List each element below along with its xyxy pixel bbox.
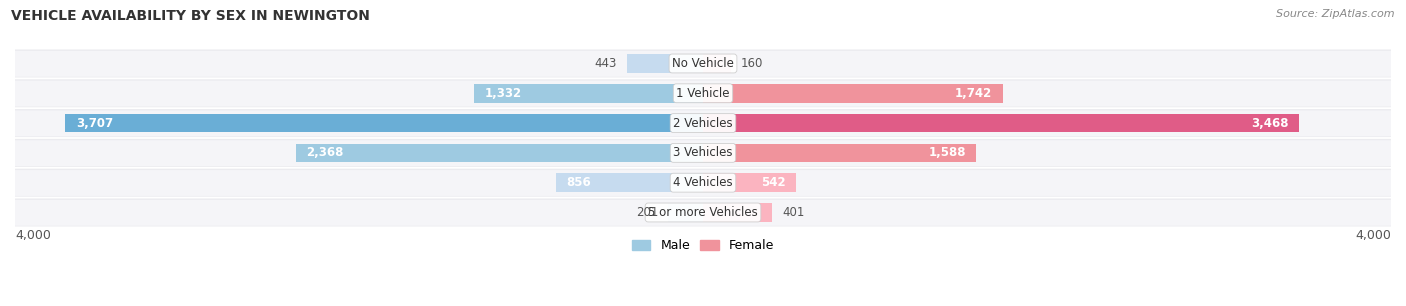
Bar	[703, 84, 1002, 103]
Text: 5 or more Vehicles: 5 or more Vehicles	[648, 206, 758, 219]
Text: VEHICLE AVAILABILITY BY SEX IN NEWINGTON: VEHICLE AVAILABILITY BY SEX IN NEWINGTON	[11, 9, 370, 23]
Text: 4 Vehicles: 4 Vehicles	[673, 176, 733, 189]
FancyBboxPatch shape	[1, 139, 1405, 167]
Text: 3,468: 3,468	[1251, 117, 1289, 129]
Text: No Vehicle: No Vehicle	[672, 57, 734, 70]
FancyBboxPatch shape	[1, 50, 1405, 77]
Text: 3 Vehicles: 3 Vehicles	[673, 146, 733, 159]
FancyBboxPatch shape	[1, 109, 1405, 137]
Text: 2 Vehicles: 2 Vehicles	[673, 117, 733, 129]
Bar	[66, 114, 703, 132]
FancyBboxPatch shape	[1, 79, 1405, 107]
Text: Source: ZipAtlas.com: Source: ZipAtlas.com	[1277, 9, 1395, 19]
Text: 3,707: 3,707	[76, 117, 112, 129]
Text: 401: 401	[782, 206, 804, 219]
Text: 4,000: 4,000	[15, 229, 51, 242]
Text: 1,332: 1,332	[484, 87, 522, 100]
FancyBboxPatch shape	[1, 169, 1405, 197]
FancyBboxPatch shape	[8, 80, 1398, 106]
Text: 201: 201	[636, 206, 658, 219]
FancyBboxPatch shape	[8, 170, 1398, 196]
Bar	[474, 84, 703, 103]
FancyBboxPatch shape	[8, 140, 1398, 166]
Text: 443: 443	[595, 57, 616, 70]
FancyBboxPatch shape	[8, 110, 1398, 136]
Text: 542: 542	[761, 176, 786, 189]
Bar	[703, 203, 772, 222]
Text: 1,588: 1,588	[928, 146, 966, 159]
Text: 160: 160	[741, 57, 763, 70]
Bar	[703, 114, 1299, 132]
FancyBboxPatch shape	[8, 51, 1398, 77]
Text: 856: 856	[567, 176, 591, 189]
Bar	[668, 203, 703, 222]
FancyBboxPatch shape	[1, 199, 1405, 226]
Legend: Male, Female: Male, Female	[627, 234, 779, 257]
FancyBboxPatch shape	[8, 200, 1398, 226]
Bar	[627, 54, 703, 73]
Bar	[295, 144, 703, 162]
Bar	[703, 174, 796, 192]
Bar	[703, 54, 731, 73]
Text: 1,742: 1,742	[955, 87, 993, 100]
Bar	[703, 144, 976, 162]
Text: 2,368: 2,368	[307, 146, 343, 159]
Text: 4,000: 4,000	[1355, 229, 1391, 242]
Text: 1 Vehicle: 1 Vehicle	[676, 87, 730, 100]
Bar	[555, 174, 703, 192]
